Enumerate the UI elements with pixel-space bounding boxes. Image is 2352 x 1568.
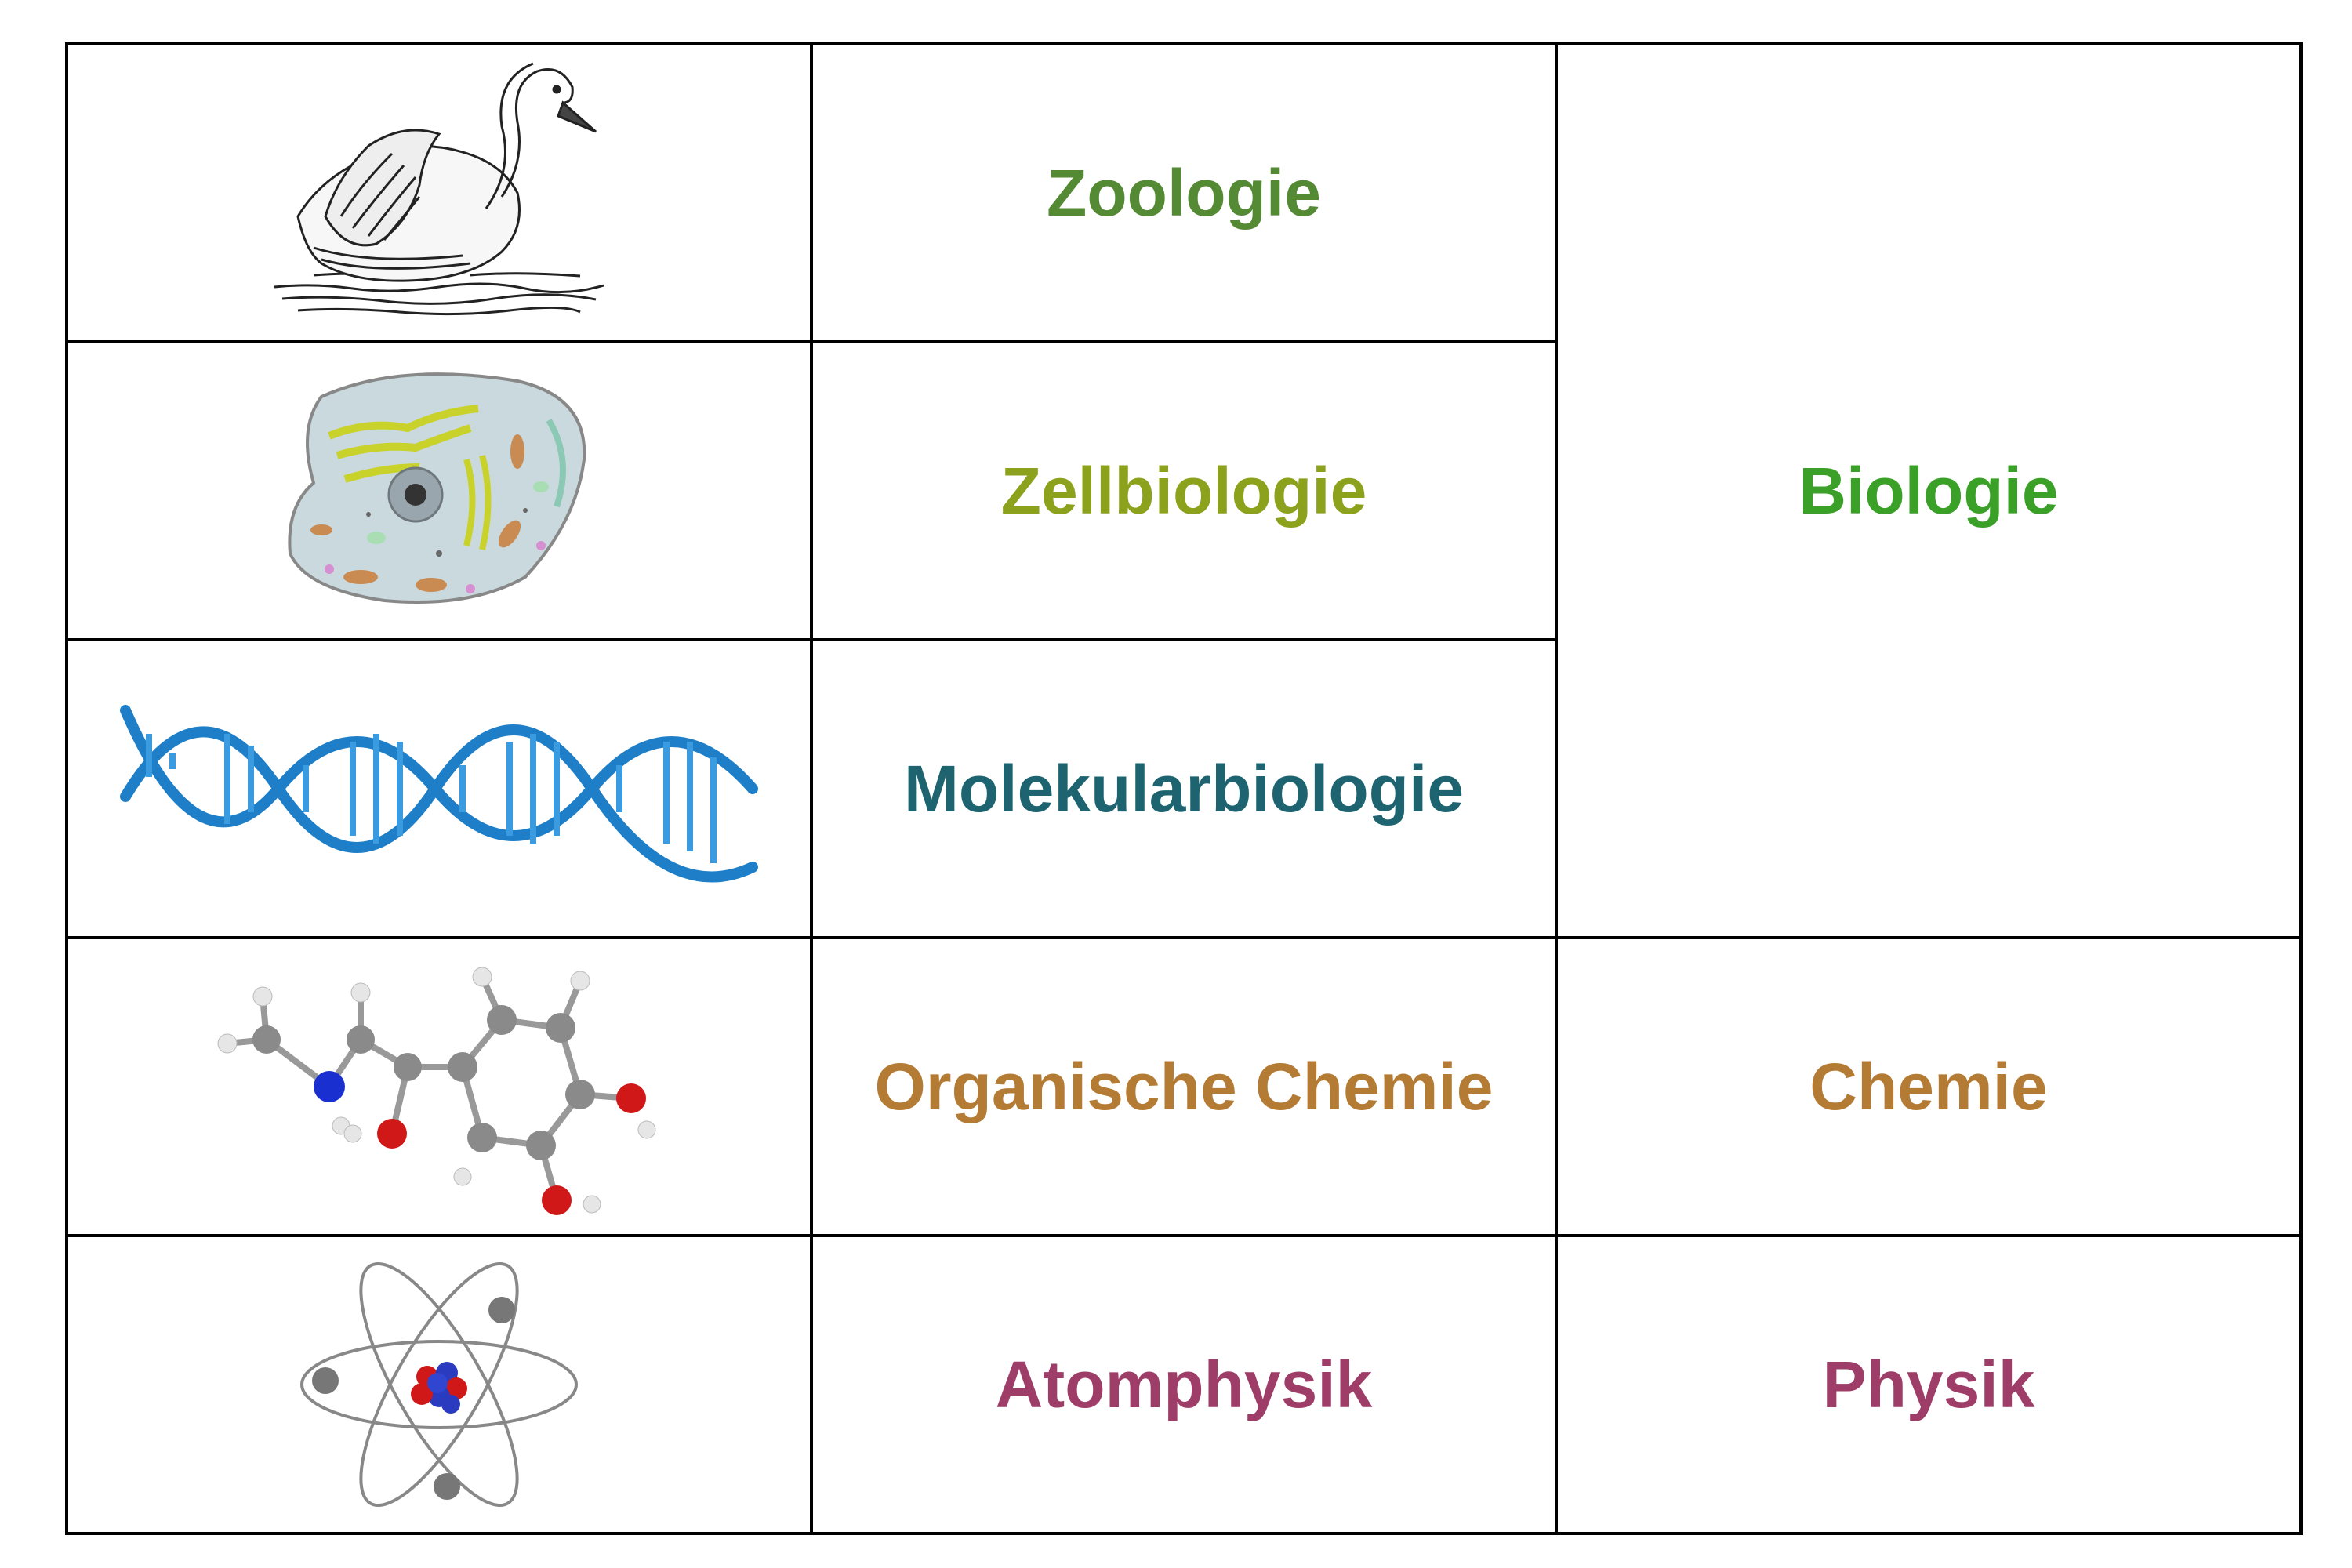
table-row: Organische Chemie Chemie	[65, 936, 2303, 1237]
subfield-label-atomphysik: Atomphysik	[995, 1347, 1373, 1421]
image-cell	[65, 42, 813, 343]
table-row: Zellbiologie	[65, 340, 2301, 641]
subfield-cell: Molekularbiologie	[810, 638, 1558, 939]
subfield-label-molekularbiologie: Molekularbiologie	[903, 751, 1465, 826]
subfield-cell: Atomphysik	[810, 1234, 1558, 1535]
subfield-label-zoologie: Zoologie	[1047, 155, 1321, 230]
field-label-chemie: Chemie	[1809, 1049, 2048, 1123]
table-row: Molekularbiologie	[65, 638, 2301, 939]
image-cell	[65, 340, 813, 641]
subfield-label-organische-chemie: Organische Chemie	[874, 1049, 1494, 1123]
table-row: Zoologie Biologie	[65, 42, 2303, 939]
science-classification-table: Zoologie Biologie	[65, 42, 2303, 1535]
table-row: Atomphysik Physik	[65, 1234, 2303, 1535]
image-cell	[65, 1234, 813, 1535]
subfield-cell: Zellbiologie	[810, 340, 1558, 641]
subfield-cell: Organische Chemie	[810, 936, 1558, 1237]
atom-icon	[300, 1261, 578, 1508]
field-label-physik: Physik	[1822, 1347, 2035, 1421]
image-cell	[65, 936, 813, 1237]
field-cell-physik: Physik	[1555, 1234, 2303, 1535]
dna-helix-icon	[120, 705, 758, 883]
image-cell	[65, 638, 813, 939]
field-cell-chemie: Chemie	[1555, 936, 2303, 1237]
molecule-icon	[217, 967, 656, 1215]
subfield-cell: Zoologie	[810, 42, 1558, 343]
field-label-biologie: Biologie	[1798, 453, 2059, 528]
animal-cell-icon	[288, 372, 586, 604]
swan-icon	[274, 62, 604, 316]
field-cell-biologie: Biologie	[1555, 42, 2303, 939]
subfield-label-zellbiologie: Zellbiologie	[1000, 453, 1367, 528]
